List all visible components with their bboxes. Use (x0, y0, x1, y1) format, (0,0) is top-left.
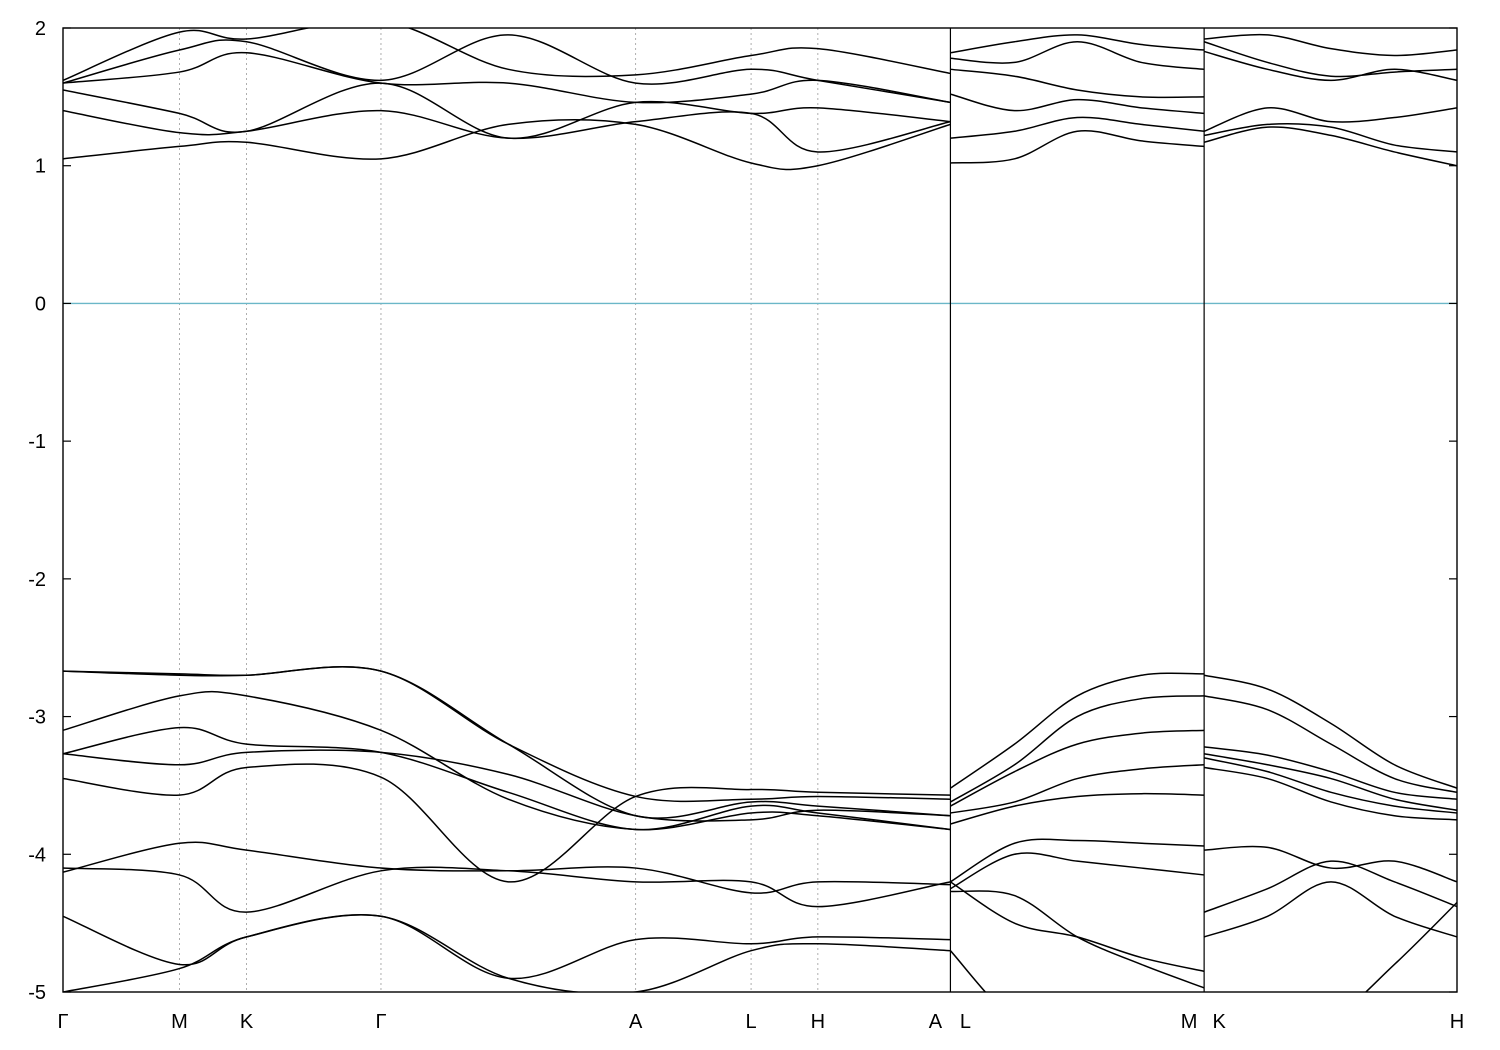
band-line (63, 914, 951, 980)
kpoint-label: K (240, 1011, 254, 1033)
kpoint-label: M (171, 1011, 188, 1033)
kpoint-label: Γ (375, 1011, 386, 1033)
bands (63, 28, 1457, 992)
band-line (1204, 845, 1457, 883)
band-line (63, 763, 951, 883)
band-line (1204, 766, 1457, 821)
band-line (1204, 33, 1457, 57)
band-line (1204, 123, 1457, 153)
band-line (63, 666, 951, 803)
band-line (63, 690, 951, 831)
band-line (63, 82, 951, 139)
band-line (1203, 107, 1457, 132)
band-line (950, 852, 1205, 890)
band-line (1203, 695, 1457, 794)
band-line (63, 109, 951, 153)
y-tick-label: -4 (28, 844, 46, 866)
kpoint-label: Γ (57, 1011, 68, 1033)
kpoint-label: H (811, 1011, 825, 1033)
y-tick-label: -2 (28, 569, 46, 591)
band-line (950, 695, 1205, 803)
band-line (63, 34, 951, 104)
band-line (63, 51, 951, 104)
kpoint-label: M (1181, 1011, 1198, 1033)
y-tick-label: 2 (35, 18, 46, 40)
y-axis: -5 -4 -3 -2 -1 0 1 2 (28, 18, 1457, 1004)
band-line (63, 749, 951, 822)
band-line (950, 792, 1205, 825)
band-line (63, 866, 951, 913)
kpoint-label: A (629, 1011, 643, 1033)
band-line (1364, 901, 1457, 992)
band-line (950, 881, 1205, 973)
y-tick-label: -3 (28, 707, 46, 729)
y-tick-label: 0 (35, 293, 46, 315)
band-line (1204, 746, 1457, 800)
band-line (950, 41, 1205, 71)
plot-frame (62, 27, 1458, 993)
band-line (950, 116, 1205, 139)
band-line (950, 93, 1205, 115)
band-line (949, 672, 1205, 789)
kpoint-label: L (746, 1011, 757, 1033)
band-line (950, 764, 1205, 814)
band-line (1203, 860, 1457, 913)
band-line (1203, 757, 1457, 814)
kpoint-label: L (960, 1011, 971, 1033)
kpoint-label: A (929, 1011, 943, 1033)
band-line (63, 841, 951, 894)
band-line (1204, 753, 1457, 811)
band-line (1203, 126, 1457, 167)
band-line (950, 34, 1205, 54)
kpoint-label: H (1450, 1011, 1464, 1033)
band-line (63, 914, 951, 992)
band-line (1203, 881, 1457, 938)
band-line (950, 68, 1205, 99)
grid-lines (178, 28, 1205, 992)
kpoint-label: K (1212, 1011, 1226, 1033)
y-tick-label: -1 (28, 431, 46, 453)
band-line (1203, 41, 1457, 78)
band-line (63, 119, 951, 171)
band-line (950, 838, 1205, 883)
y-tick-label: 1 (35, 156, 46, 178)
band-line (950, 729, 1205, 807)
band-line (1203, 674, 1457, 789)
y-tick-label: -5 (28, 982, 46, 1004)
band-line (950, 130, 1205, 164)
band-line (950, 890, 1205, 989)
band-line (63, 726, 951, 831)
band-line (63, 28, 951, 82)
